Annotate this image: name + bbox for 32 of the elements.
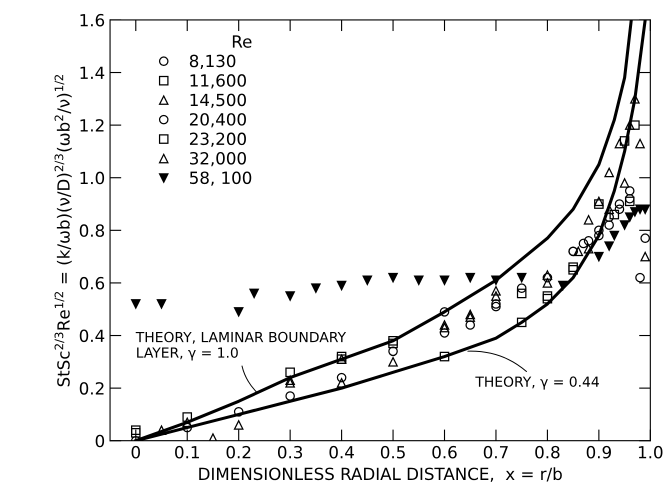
- legend-title: Re: [232, 35, 252, 48]
- x-tick-label: 1.0: [638, 446, 662, 458]
- legend-label: 23,200: [190, 132, 246, 147]
- y-tick-label: 0.6: [80, 276, 104, 290]
- y-tick-label: 1.0: [80, 172, 104, 184]
- y-tick-label: 0.2: [80, 382, 104, 395]
- x-tick-label: 0.6: [432, 446, 457, 458]
- y-tick-label: 1.4: [80, 66, 104, 79]
- legend-label: 8,130: [190, 54, 236, 69]
- annotation: THEORY, γ = 0.44: [475, 376, 599, 390]
- text: StSc$^{2/3}$Re$^{1/2}$ = (k/ωb)(ν/D)$^{2/3}$(ωb$^{2}$/ν)$^{1/2}$: [54, 74, 72, 386]
- y-tick-label: 0.8: [80, 224, 104, 237]
- y-tick-label: 0: [96, 434, 104, 448]
- x-tick-label: 0.9: [586, 446, 611, 458]
- legend-label: 14,500: [190, 94, 246, 108]
- x-tick-label: 0.7: [484, 446, 508, 458]
- x-tick-label: 0: [132, 446, 140, 458]
- x-axis-title: DIMENSIONLESS RADIAL DISTANCE, x = r/b: [199, 467, 562, 482]
- x-tick-label: 0.8: [535, 446, 560, 458]
- x-tick-label: 0.4: [329, 446, 354, 458]
- x-tick-label: 0.5: [380, 446, 405, 458]
- x-tick-label: 0.1: [175, 446, 199, 458]
- legend-label: 20,400: [190, 113, 246, 128]
- y-tick-label: 1.2: [80, 119, 104, 132]
- x-tick-label: 0.2: [226, 446, 250, 458]
- annotation: THEORY, LAMINAR BOUNDARY LAYER, γ = 1.0: [136, 332, 346, 361]
- legend-label: 32,000: [190, 152, 246, 166]
- legend-label: 58, 100: [190, 171, 252, 186]
- legend-label: 11,600: [190, 74, 246, 88]
- y-tick-label: 0.4: [80, 329, 104, 342]
- y-tick-label: 1.6: [80, 14, 104, 26]
- x-tick-label: 0.3: [278, 446, 302, 458]
